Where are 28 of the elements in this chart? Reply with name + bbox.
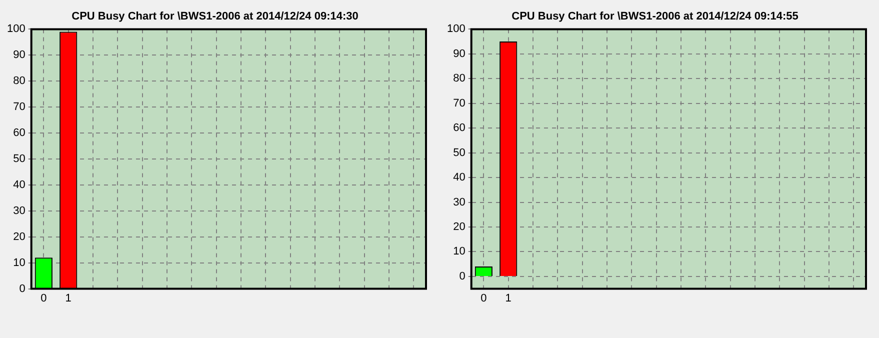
y-tick-label: 50 bbox=[453, 146, 466, 159]
y-tick-label: 100 bbox=[6, 23, 26, 36]
y-tick-label: 40 bbox=[13, 178, 26, 191]
x-tick-label: 1 bbox=[505, 292, 512, 304]
y-tick-label: 70 bbox=[453, 97, 466, 110]
y-tick-label: 60 bbox=[453, 122, 466, 134]
y-tick-label: 70 bbox=[13, 101, 26, 114]
y-tick-label: 20 bbox=[13, 230, 26, 243]
x-tick-label: 1 bbox=[65, 292, 72, 304]
y-tick-label: 60 bbox=[13, 127, 26, 140]
chart-title: CPU Busy Chart for \BWS1-2006 at 2014/12/24 09:14:30 bbox=[72, 10, 358, 23]
y-tick-label: 30 bbox=[13, 204, 26, 217]
y-tick-label: 90 bbox=[13, 49, 26, 62]
y-tick-label: 0 bbox=[19, 282, 26, 295]
y-tick-label: 10 bbox=[453, 246, 466, 258]
y-tick-label: 20 bbox=[453, 221, 466, 234]
x-tick-label: 0 bbox=[40, 292, 47, 304]
y-tick-label: 90 bbox=[453, 48, 466, 60]
y-tick-label: 30 bbox=[453, 196, 466, 208]
y-tick-label: 100 bbox=[446, 23, 466, 36]
y-tick-label: 10 bbox=[13, 256, 26, 269]
y-tick-label: 80 bbox=[13, 75, 26, 88]
y-tick-label: 80 bbox=[453, 72, 466, 85]
y-tick-label: 50 bbox=[13, 153, 26, 166]
x-tick-label: 0 bbox=[480, 292, 487, 304]
y-tick-label: 0 bbox=[459, 270, 466, 282]
chart-title: CPU Busy Chart for \BWS1-2006 at 2014/12/24 09:14:55 bbox=[512, 10, 798, 23]
y-tick-label: 40 bbox=[453, 172, 466, 184]
